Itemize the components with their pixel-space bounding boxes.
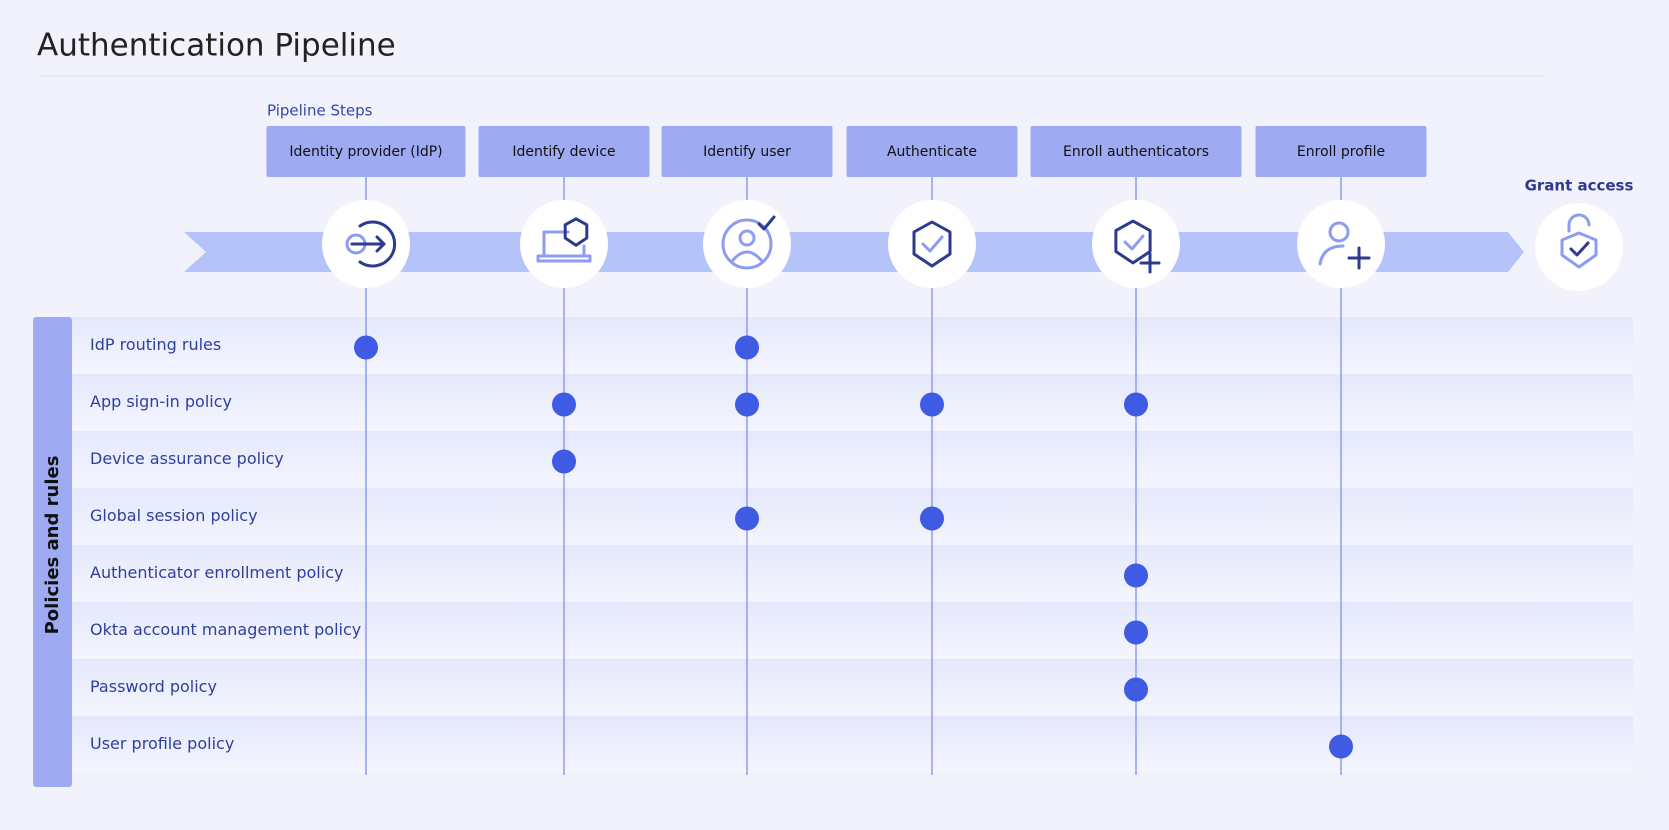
row-background (72, 488, 1633, 544)
icon (1318, 244, 1345, 266)
icon-circle (1297, 200, 1385, 288)
row-background (72, 374, 1633, 430)
step-icon (1297, 200, 1385, 288)
icon-circle (520, 200, 608, 288)
row-label: User profile policy (90, 734, 234, 753)
row-background (72, 602, 1633, 658)
row-label: Global session policy (90, 506, 258, 525)
icon (731, 250, 763, 262)
step-label: Identity provider (IdP) (289, 144, 442, 160)
step-box (1030, 126, 1242, 177)
icon (536, 230, 592, 263)
step-icon (1092, 200, 1180, 288)
icon (738, 229, 756, 247)
row-background (72, 317, 1633, 373)
icon (721, 218, 773, 270)
policy-dot (552, 449, 576, 474)
icon (1560, 231, 1598, 269)
icon (912, 220, 952, 268)
step-box (266, 126, 466, 177)
step-label: Authenticate (887, 144, 977, 160)
step-icon (888, 200, 976, 288)
row-background (72, 545, 1633, 601)
step-icon (322, 200, 410, 288)
policy-dot (1124, 677, 1148, 702)
policy-dot (354, 335, 378, 360)
row-background (72, 431, 1633, 487)
icon (1328, 221, 1350, 243)
row-background (72, 659, 1633, 715)
icon (1139, 252, 1161, 274)
icon (350, 220, 397, 268)
policy-dot (1124, 392, 1148, 417)
icon-circle (888, 200, 976, 288)
icon-circle (1535, 203, 1623, 291)
final-step-label: Grant access (1525, 177, 1634, 195)
step-box (478, 126, 650, 177)
step-box (661, 126, 833, 177)
icon (757, 215, 776, 231)
step-label: Identify user (703, 144, 791, 160)
row-background (72, 716, 1633, 772)
icon (1123, 234, 1145, 251)
title: Authentication Pipeline (37, 28, 396, 64)
step-icon (520, 200, 608, 288)
policy-dot (552, 392, 576, 417)
side-bar (33, 317, 72, 787)
row-label: App sign-in policy (90, 392, 232, 411)
policy-dot (920, 506, 944, 531)
policy-dot (1124, 563, 1148, 588)
policy-dot (1329, 734, 1353, 759)
row-label: Okta account management policy (90, 620, 361, 639)
icon (563, 217, 589, 247)
step-label: Enroll profile (1297, 144, 1385, 160)
step-box (1255, 126, 1427, 177)
row-label: IdP routing rules (90, 335, 221, 354)
pipeline-arrow (184, 232, 1524, 272)
side-label: Policies and rules (42, 456, 63, 635)
policy-dot (735, 335, 759, 360)
policy-dot (1124, 620, 1148, 645)
icon (1347, 246, 1371, 270)
step-box (846, 126, 1018, 177)
final-icon (1535, 203, 1623, 291)
row-label: Device assurance policy (90, 449, 284, 468)
policy-dot (920, 392, 944, 417)
row-label: Password policy (90, 677, 217, 696)
icon (1567, 213, 1591, 233)
icon (921, 235, 944, 253)
step-label: Identify device (512, 144, 615, 160)
icon (1569, 241, 1590, 257)
step-icon (703, 200, 791, 288)
row-label: Authenticator enrollment policy (90, 563, 343, 582)
policy-dot (735, 506, 759, 531)
step-label: Enroll authenticators (1063, 144, 1209, 160)
icon (1114, 219, 1152, 265)
policy-dot (735, 392, 759, 417)
pipeline-label: Pipeline Steps (267, 102, 373, 120)
